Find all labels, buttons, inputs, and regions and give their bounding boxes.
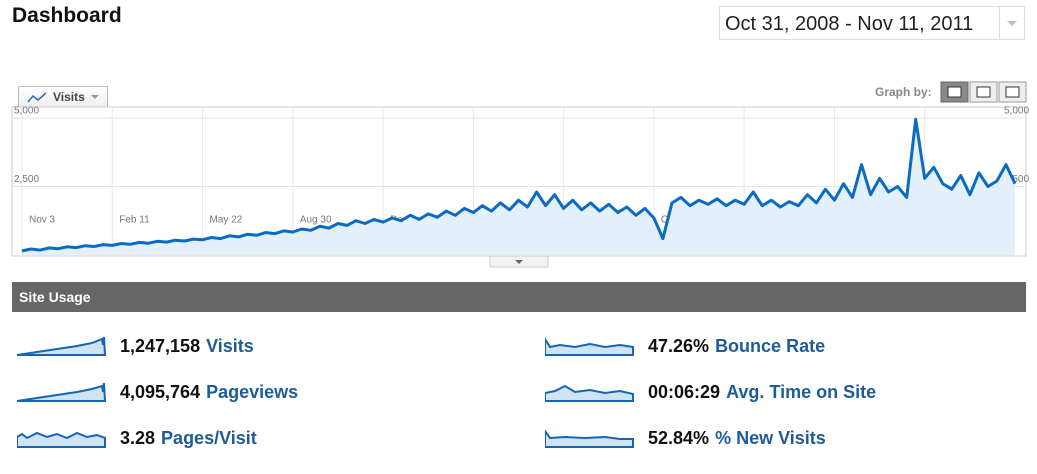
sparkline — [17, 431, 106, 448]
metric-value: 3.28 — [120, 428, 156, 448]
y-tick-label: 2,500 — [14, 174, 39, 185]
metric-link[interactable]: Avg. Time on Site — [726, 382, 877, 402]
sparkline-area — [17, 382, 107, 402]
metric-link[interactable]: Visits — [206, 336, 254, 356]
metric-tab[interactable]: Visits — [18, 86, 108, 107]
metric-value: 1,247,158 — [120, 336, 201, 356]
metric: 47.26% Bounce Rate — [648, 336, 825, 357]
collapse-arrow — [515, 260, 523, 264]
date-range-picker[interactable]: Oct 31, 2008 - Nov 11, 2011 — [719, 6, 1025, 40]
metric-link[interactable]: Pages/Visit — [161, 428, 257, 448]
page-title: Dashboard — [12, 4, 122, 27]
sparkline — [17, 382, 107, 402]
day-icon — [947, 86, 962, 98]
week-icon — [976, 86, 991, 98]
area — [22, 119, 1015, 255]
y-tick-label: 5,000 — [14, 106, 39, 117]
line — [21, 117, 1017, 253]
sparkline-area — [17, 336, 107, 356]
month-icon — [1005, 86, 1020, 98]
sparkline — [545, 429, 634, 448]
metric-link[interactable]: Pageviews — [206, 382, 299, 402]
sparkline-area — [545, 384, 634, 402]
x-tick-label: Feb 11 — [119, 215, 150, 226]
metric-value: 47.26% — [648, 336, 710, 356]
x-tick-label: Aug 30 — [300, 215, 332, 226]
tab-label: Visits — [53, 90, 85, 104]
section-header: Site Usage — [12, 282, 1026, 312]
sparkline-area — [17, 431, 106, 448]
graph-by-buttons — [940, 81, 1027, 103]
x-tick-label: Nov 3 — [29, 215, 56, 226]
metric: 00:06:29 Avg. Time on Site — [648, 382, 876, 403]
sparkline — [545, 384, 634, 402]
graph-by-label: Graph by: — [875, 85, 932, 99]
metric-value: 52.84% — [648, 428, 710, 448]
date-range: Oct 31, 2008 - Nov 11, 2011 — [725, 13, 974, 35]
metric-value: 4,095,764 — [120, 382, 201, 402]
y-tick-label-right: 2,500 — [1004, 174, 1029, 185]
metric: 1,247,158 Visits — [120, 336, 254, 357]
arrow-icon — [1007, 21, 1017, 26]
y-tick-label-right: 5,000 — [1004, 106, 1029, 117]
sparkline — [545, 337, 634, 356]
sparkline-area — [545, 429, 634, 448]
tab-arrow — [91, 95, 99, 99]
metric-value: 00:06:29 — [648, 382, 721, 402]
dropdown-arrow[interactable] — [999, 7, 1024, 39]
metric: 3.28 Pages/Visit — [120, 428, 257, 449]
sparkline — [17, 336, 107, 356]
metric-link[interactable]: % New Visits — [715, 428, 826, 448]
x-tick-label: May 22 — [210, 215, 243, 226]
visits-chart: 2,500 2,500 5,000 5,000 Nov 3 Feb 11 May 22 Aug… — [11, 106, 1029, 268]
sparkline-area — [545, 337, 634, 356]
tab-icon — [27, 92, 47, 103]
metric: 52.84%% New Visits — [648, 428, 826, 449]
metric-link[interactable]: Bounce Rate — [715, 336, 826, 356]
metric: 4,095,764 Pageviews — [120, 382, 298, 403]
